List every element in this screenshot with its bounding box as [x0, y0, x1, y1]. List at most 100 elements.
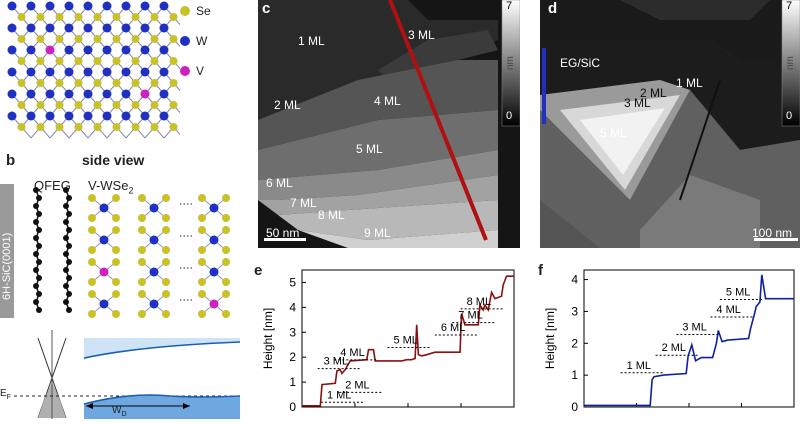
lattice-atom	[159, 111, 169, 121]
lattice-atom	[7, 1, 17, 11]
lattice-atom	[64, 1, 74, 11]
y-axis-label: Height [nm]	[543, 308, 557, 369]
graphene-atom	[63, 187, 69, 193]
se-atom	[88, 214, 96, 222]
se-atom	[112, 214, 120, 222]
legend-v-label: V	[196, 64, 205, 78]
lattice-atom	[159, 89, 169, 99]
lattice-atom	[140, 45, 150, 55]
fermi-level-label: EF	[0, 388, 11, 401]
lattice-atom	[36, 57, 45, 65]
metal-atom	[209, 235, 219, 245]
metal-atom	[99, 203, 109, 213]
lattice-atom	[64, 111, 74, 121]
se-atom	[138, 278, 146, 286]
se-atom	[112, 226, 120, 234]
lattice-atom	[102, 67, 112, 77]
ml-label-d-1: 1 ML	[676, 76, 703, 90]
ml-label-c-4: 4 ML	[374, 94, 401, 108]
lattice-atom	[45, 89, 55, 99]
y-tick-label: 1	[571, 368, 578, 382]
se-atom	[162, 246, 170, 254]
panel-f-label: f	[538, 262, 543, 279]
lattice-atom	[121, 89, 131, 99]
ml-label-c-1: 1 ML	[298, 34, 325, 48]
lattice-atom	[74, 101, 83, 109]
se-atom	[162, 278, 170, 286]
lattice-atom	[83, 23, 93, 33]
stm-c-svg	[258, 0, 520, 248]
graphene-atom	[63, 235, 69, 241]
se-atom	[88, 194, 96, 202]
se-atom	[88, 278, 96, 286]
lattice-atom	[150, 123, 159, 131]
se-atom	[162, 290, 170, 298]
se-atom	[112, 258, 120, 266]
graphene-atom	[36, 211, 42, 217]
graphene-atom	[63, 203, 69, 209]
lattice-atom	[159, 45, 169, 55]
metal-atom	[149, 203, 159, 213]
ml-label-c-5: 5 ML	[356, 142, 383, 156]
wd-sub: D	[121, 411, 127, 418]
lattice-atom	[131, 123, 140, 131]
se-atom	[138, 310, 146, 318]
stm-d-svg	[540, 0, 800, 248]
lattice-atom	[131, 79, 140, 87]
colorbar-c-max: 7	[506, 0, 513, 12]
lattice-atom	[74, 123, 83, 131]
graphene-atom	[66, 195, 72, 201]
lattice-atom	[112, 57, 121, 65]
graphene-atom	[63, 251, 69, 257]
se-atom	[222, 214, 230, 222]
lattice-atom	[26, 89, 36, 99]
lattice-atom	[55, 57, 64, 65]
lattice-atom	[159, 67, 169, 77]
legend-w: W	[180, 34, 207, 48]
lattice-atom	[169, 79, 178, 87]
height-profile-line	[302, 275, 514, 407]
lattice-atom	[55, 101, 64, 109]
chart-f: 0 1 2 3 4 Height [nm] 1 ML 2 ML 3 ML 4 ML 5 ML	[540, 262, 800, 419]
graphene-atom	[36, 243, 42, 249]
lattice-atom	[36, 123, 45, 131]
scalebar-c-label: 50 nm	[266, 226, 300, 240]
ml-label-c-2: 2 ML	[274, 98, 301, 112]
lattice-atom	[169, 123, 178, 131]
lattice-atom	[150, 57, 159, 65]
lattice-atom	[36, 13, 45, 21]
lattice-atom	[74, 57, 83, 65]
graphene-atom	[36, 195, 42, 201]
se-atom	[198, 290, 206, 298]
side-view-structure	[33, 187, 230, 318]
lattice-atom	[150, 101, 159, 109]
graphene-atom	[63, 219, 69, 225]
y-tick-label: 0	[289, 400, 296, 414]
qfeg-label: QFEG	[34, 178, 71, 193]
se-atom	[198, 226, 206, 234]
lattice-atom	[36, 35, 45, 43]
lattice-atom	[64, 67, 74, 77]
lattice-atom	[17, 35, 26, 43]
ml-step-label: 3 ML	[324, 356, 348, 368]
se-atom	[138, 194, 146, 202]
lattice-atom	[102, 111, 112, 121]
lattice-atom	[140, 23, 150, 33]
metal-atom	[209, 299, 219, 309]
ml-label-c-6: 6 ML	[266, 176, 293, 190]
depletion-width-label: WD	[112, 405, 127, 418]
se-atom	[222, 258, 230, 266]
lattice-atom	[7, 111, 17, 121]
lattice-atom	[17, 13, 26, 21]
lattice-atom	[45, 1, 55, 11]
graphene-atom	[36, 307, 42, 313]
lattice-atom	[7, 23, 17, 33]
lattice-atom	[26, 67, 36, 77]
se-atom	[88, 246, 96, 254]
scalebar-d-label: 100 nm	[752, 226, 793, 240]
lattice-atom	[93, 79, 102, 87]
lattice-atom	[74, 35, 83, 43]
se-atom	[138, 290, 146, 298]
lattice-atom	[112, 123, 121, 131]
lattice-atom	[7, 67, 17, 77]
